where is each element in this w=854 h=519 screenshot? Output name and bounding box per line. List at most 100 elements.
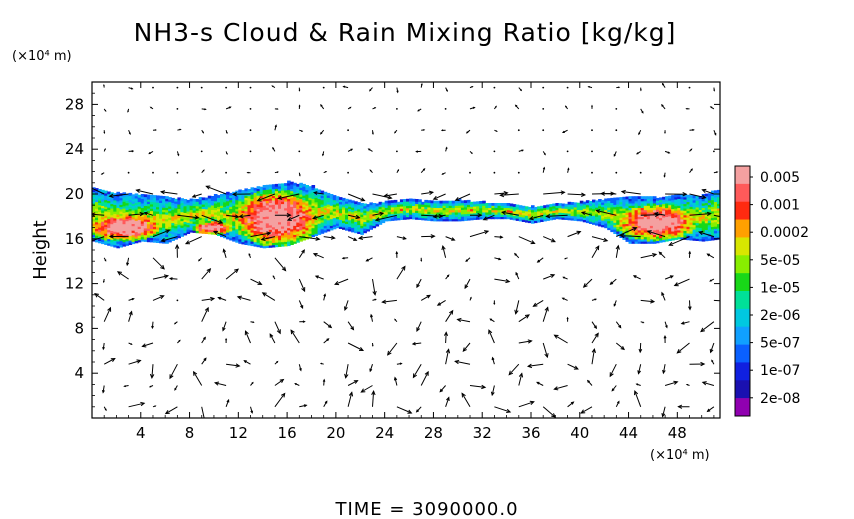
cloud-cell (101, 212, 105, 215)
cloud-cell (183, 199, 188, 202)
cloud-cell (546, 218, 550, 221)
cloud-cell (244, 237, 248, 241)
cloud-cell (680, 230, 684, 233)
wind-vector (613, 300, 617, 307)
cloud-cell (335, 198, 340, 202)
cloud-cell (137, 206, 142, 209)
cloud-cell (198, 206, 203, 209)
cloud-cell (677, 229, 681, 233)
cloud-cell (457, 218, 462, 222)
cloud-cell (451, 218, 456, 222)
cloud-cell (628, 218, 633, 222)
cloud-cell (131, 218, 136, 222)
cloud-cell (381, 202, 386, 206)
cloud-cell (409, 207, 413, 211)
wind-vector (445, 87, 448, 93)
cloud-cell (274, 208, 279, 212)
cloud-cell (299, 220, 303, 224)
cloud-cell (210, 207, 215, 210)
cloud-cell (284, 232, 288, 236)
cloud-cell (296, 233, 300, 236)
cloud-cell (213, 223, 218, 226)
cloud-cell (363, 221, 367, 225)
cloud-cell (677, 200, 681, 204)
cloud-cell (146, 221, 151, 225)
cloud-cell (491, 203, 495, 206)
wind-vector (688, 250, 692, 258)
cloud-cell (305, 214, 309, 217)
cloud-cell (247, 218, 252, 221)
cloud-cell (95, 230, 99, 234)
cloud-cell (403, 212, 407, 216)
cloud-cell (265, 187, 270, 190)
cloud-cell (698, 207, 703, 210)
cloud-cell (134, 236, 139, 239)
cloud-cell (390, 209, 395, 212)
cloud-cell (326, 213, 331, 216)
cloud-cell (149, 235, 154, 238)
wind-vector (152, 86, 154, 89)
cloud-cell (470, 208, 474, 212)
wind-vector (226, 214, 240, 219)
cloud-cell (101, 210, 105, 213)
cloud-cell (332, 210, 337, 214)
wind-vector (514, 300, 520, 315)
cloud-cell (162, 216, 166, 219)
cloud-cell (634, 211, 639, 215)
cloud-cell (573, 204, 578, 208)
cloud-cell (582, 208, 587, 212)
cloud-cell (311, 203, 316, 206)
cloud-cell (326, 217, 331, 221)
cloud-cell (220, 194, 224, 197)
cloud-cell (131, 234, 136, 238)
wind-vector (673, 278, 690, 287)
cloud-cell (497, 216, 502, 220)
cloud-cell (165, 238, 169, 242)
cloud-cell (713, 208, 718, 211)
cloud-cell (204, 213, 209, 217)
cloud-cell (695, 224, 700, 228)
cloud-cell (238, 241, 242, 244)
cloud-cell (302, 186, 306, 189)
cloud-cell (287, 189, 291, 193)
cloud-cell (98, 211, 102, 215)
cloud-cell (473, 206, 477, 209)
cloud-cell (668, 215, 672, 219)
cloud-cell (588, 203, 593, 206)
x-tick-label: 44 (619, 424, 638, 442)
cloud-cell (646, 209, 651, 213)
cloud-cell (320, 226, 325, 230)
cloud-cell (652, 236, 657, 240)
cloud-cell (662, 228, 666, 231)
wind-vector (395, 250, 399, 258)
cloud-cell (326, 210, 331, 214)
cloud-cell (473, 210, 477, 214)
cloud-cell (271, 217, 276, 221)
cloud-cell (207, 220, 212, 224)
cloud-cell (595, 216, 599, 219)
cloud-cell (637, 234, 642, 238)
cloud-cell (643, 216, 648, 220)
cloud-cell (259, 202, 264, 206)
cloud-cell (113, 202, 117, 205)
cloud-cell (424, 199, 428, 203)
cloud-cell (610, 222, 614, 226)
cloud-cell (107, 209, 111, 213)
wind-vector (443, 331, 449, 344)
wind-vector (676, 342, 690, 354)
cloud-cell (640, 227, 645, 231)
cloud-cell (278, 210, 282, 214)
cloud-cell (335, 216, 340, 220)
cloud-cell (299, 198, 303, 202)
cloud-cell (287, 238, 291, 242)
cloud-cell (140, 227, 145, 231)
cloud-cell (278, 201, 282, 205)
cloud-cell (695, 197, 700, 201)
cloud-cell (180, 198, 184, 201)
cloud-cell (293, 218, 297, 222)
cloud-cell (717, 198, 720, 202)
cloud-cell (119, 238, 123, 241)
cloud-cell (320, 222, 325, 225)
cloud-cell (512, 215, 517, 219)
cloud-cell (375, 210, 380, 213)
